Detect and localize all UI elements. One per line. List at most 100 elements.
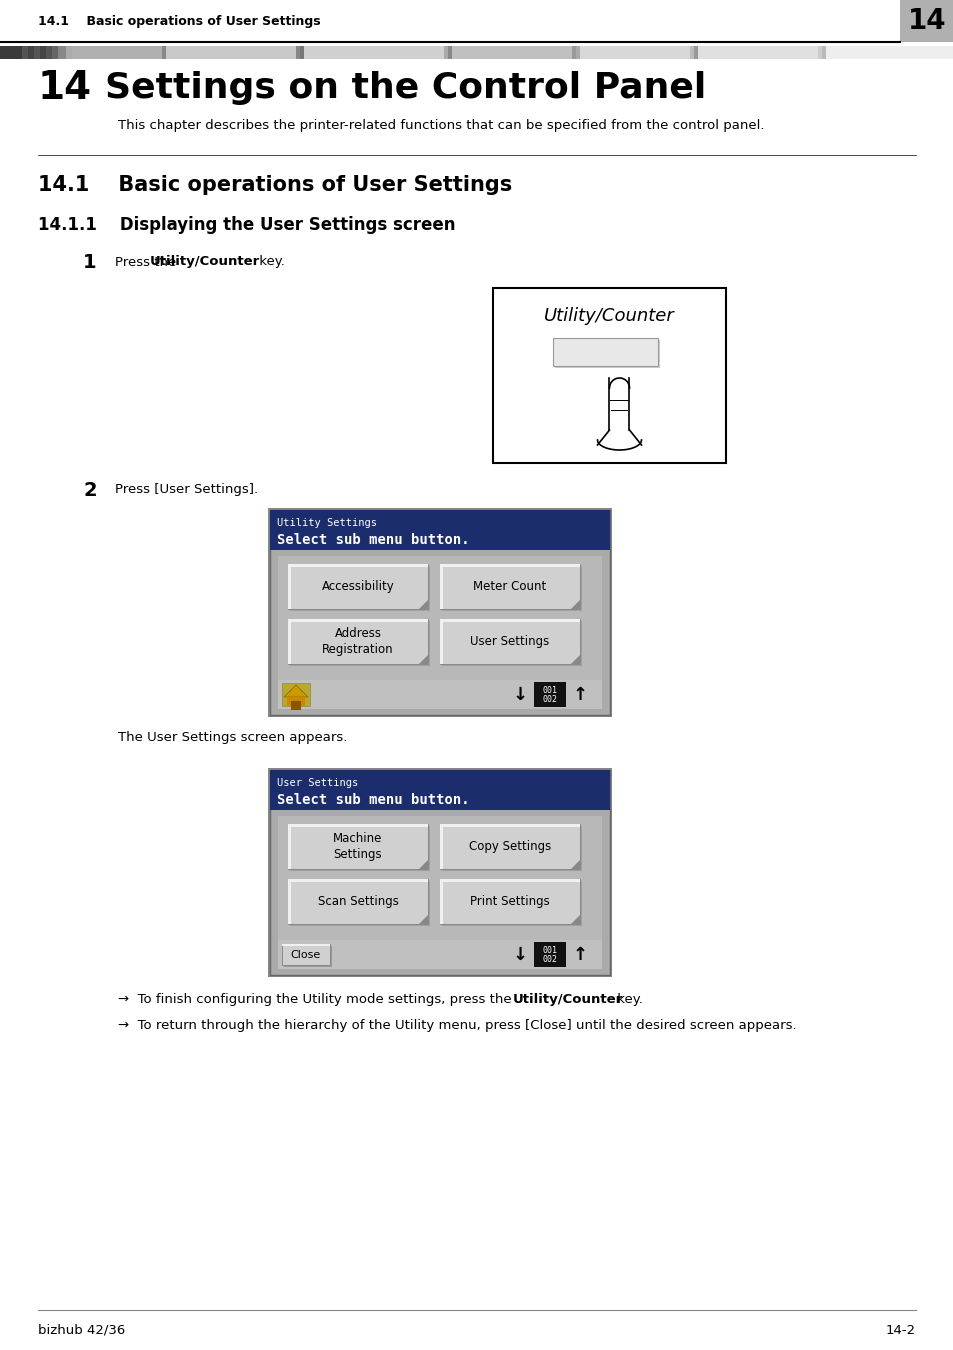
Text: Press [User Settings].: Press [User Settings]. <box>115 483 258 497</box>
Bar <box>439 879 579 923</box>
Bar <box>288 824 428 869</box>
Bar <box>439 564 579 609</box>
Polygon shape <box>284 684 308 697</box>
Bar <box>439 620 442 664</box>
Text: Machine
Settings: Machine Settings <box>333 832 382 861</box>
Text: User Settings: User Settings <box>470 634 549 648</box>
Polygon shape <box>571 599 579 609</box>
Polygon shape <box>571 915 579 923</box>
Text: ↓: ↓ <box>512 686 527 703</box>
Bar <box>441 621 581 666</box>
Bar <box>576 46 579 59</box>
Text: Scan Settings: Scan Settings <box>317 895 398 909</box>
Bar <box>441 826 581 871</box>
Bar <box>270 769 609 810</box>
Bar <box>693 46 698 59</box>
Bar <box>441 882 581 926</box>
Bar <box>443 46 448 59</box>
Text: This chapter describes the printer-related functions that can be specified from : This chapter describes the printer-relat… <box>118 119 763 131</box>
Bar <box>439 879 442 923</box>
Bar <box>0 46 22 59</box>
Bar <box>439 564 442 609</box>
Text: →  To return through the hierarchy of the Utility menu, press [Close] until the : → To return through the hierarchy of the… <box>118 1018 796 1031</box>
Polygon shape <box>418 655 428 664</box>
Bar <box>288 620 291 664</box>
Text: Select sub menu button.: Select sub menu button. <box>276 533 469 547</box>
Text: 2: 2 <box>83 481 96 500</box>
Text: 14-2: 14-2 <box>885 1323 915 1336</box>
Bar <box>579 46 689 59</box>
Bar <box>282 944 330 965</box>
Bar <box>166 46 295 59</box>
Text: 001: 001 <box>542 946 557 954</box>
Text: Close: Close <box>291 949 321 960</box>
Text: Utility Settings: Utility Settings <box>276 518 376 528</box>
Text: 001: 001 <box>542 686 557 695</box>
Bar <box>534 682 565 707</box>
Text: 14.1    Basic operations of User Settings: 14.1 Basic operations of User Settings <box>38 15 320 28</box>
Bar <box>288 879 291 923</box>
Bar <box>439 620 579 664</box>
Text: key.: key. <box>613 994 642 1007</box>
Bar <box>268 768 612 977</box>
Polygon shape <box>418 915 428 923</box>
Text: 1: 1 <box>83 252 96 271</box>
Bar <box>288 564 428 567</box>
Text: Press the: Press the <box>115 255 180 269</box>
Bar <box>295 46 299 59</box>
Bar <box>288 564 291 609</box>
Polygon shape <box>418 860 428 869</box>
Bar <box>287 697 305 706</box>
Bar <box>698 46 817 59</box>
Bar <box>282 944 330 946</box>
Bar <box>452 46 572 59</box>
Text: Settings on the Control Panel: Settings on the Control Panel <box>105 72 705 105</box>
Text: ↑: ↑ <box>572 686 587 703</box>
Bar <box>288 620 428 664</box>
Bar <box>899 0 953 42</box>
Bar <box>439 879 579 882</box>
Text: Print Settings: Print Settings <box>470 895 549 909</box>
Bar <box>28 46 34 59</box>
Text: ↑: ↑ <box>572 945 587 964</box>
Bar <box>493 288 725 463</box>
Bar <box>270 510 609 716</box>
Bar <box>270 769 609 975</box>
Bar <box>817 46 821 59</box>
Bar <box>268 508 612 717</box>
Text: 14.1    Basic operations of User Settings: 14.1 Basic operations of User Settings <box>38 176 512 194</box>
Polygon shape <box>418 599 428 609</box>
Bar <box>288 824 428 828</box>
Bar <box>288 879 428 882</box>
Text: Meter Count: Meter Count <box>473 580 546 593</box>
Bar <box>162 46 166 59</box>
Bar <box>40 46 46 59</box>
Text: Utility/Counter: Utility/Counter <box>513 994 622 1007</box>
Bar <box>277 940 601 969</box>
Bar <box>572 46 576 59</box>
Polygon shape <box>571 655 579 664</box>
Bar <box>46 46 52 59</box>
Bar <box>299 46 304 59</box>
Bar <box>66 46 71 59</box>
Bar <box>288 620 428 622</box>
Bar <box>34 46 40 59</box>
Bar <box>448 46 452 59</box>
Bar <box>825 46 953 59</box>
Bar <box>58 46 66 59</box>
Text: key.: key. <box>254 255 285 269</box>
Bar <box>441 566 581 612</box>
Bar <box>534 942 565 967</box>
Bar <box>288 564 428 609</box>
Bar <box>277 680 601 709</box>
Text: Utility/Counter: Utility/Counter <box>543 306 674 325</box>
Text: Accessibility: Accessibility <box>321 580 394 593</box>
Bar <box>22 46 28 59</box>
Text: ↓: ↓ <box>512 945 527 964</box>
Bar <box>304 46 443 59</box>
Bar <box>555 340 659 369</box>
Text: User Settings: User Settings <box>276 778 358 788</box>
Bar <box>291 701 301 710</box>
Bar <box>689 46 693 59</box>
Text: Copy Settings: Copy Settings <box>468 840 551 853</box>
